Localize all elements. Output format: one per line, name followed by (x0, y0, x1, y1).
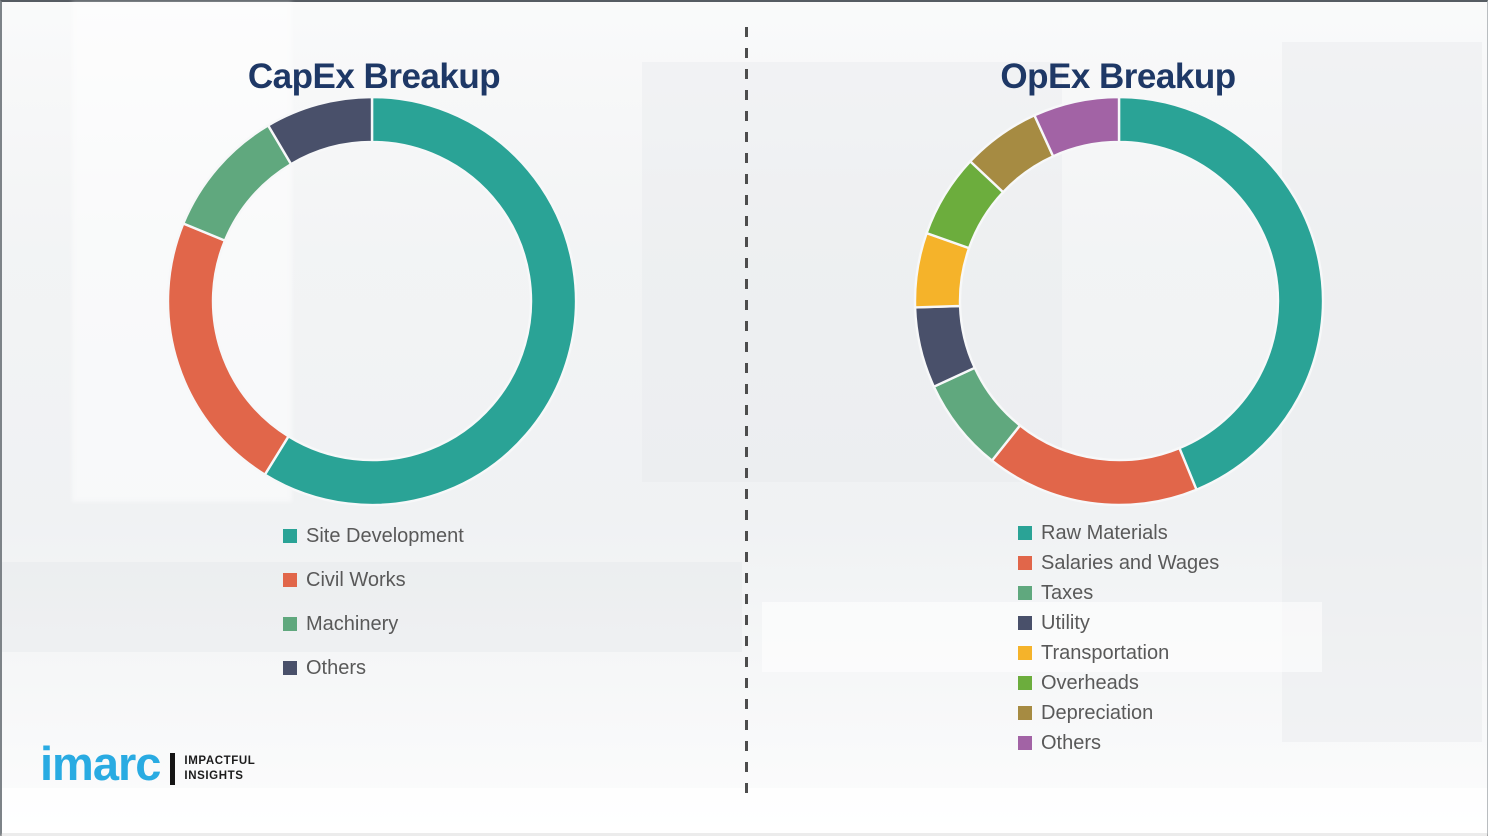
donut-segment-salaries-and-wages (990, 423, 1199, 507)
legend-label: Overheads (1041, 671, 1139, 694)
donut-segment-site-development (263, 95, 578, 507)
donut-segment-civil-works (166, 221, 291, 477)
capex-donut-chart (166, 95, 578, 507)
legend-item: Civil Works (283, 558, 464, 602)
legend-label: Others (1041, 731, 1102, 754)
legend-label: Site Development (306, 524, 464, 547)
legend-item: Salaries and Wages (1018, 548, 1219, 578)
legend-item: Raw Materials (1018, 518, 1219, 548)
legend-item: Transportation (1018, 638, 1219, 668)
donut-segment-raw-materials (1117, 95, 1325, 492)
legend-label: Raw Materials (1041, 521, 1168, 544)
legend-swatch (1018, 556, 1032, 570)
legend-swatch (1018, 676, 1032, 690)
logo-tagline-line2: INSIGHTS (184, 769, 244, 782)
logo-divider-bar (170, 752, 176, 785)
legend-item: Depreciation (1018, 698, 1219, 728)
legend-swatch (1018, 616, 1032, 630)
legend-label: Civil Works (306, 568, 406, 591)
legend-swatch (1018, 586, 1032, 600)
legend-label: Transportation (1041, 641, 1170, 664)
capex-chart-title: CapEx Breakup (247, 57, 501, 97)
legend-swatch (283, 617, 297, 631)
opex-panel: OpEx Breakup (746, 2, 1488, 833)
legend-swatch (1018, 646, 1032, 660)
legend-swatch (1018, 706, 1032, 720)
logo-tagline-line1: IMPACTFUL (184, 755, 256, 768)
legend-item: Taxes (1018, 578, 1219, 608)
legend-swatch (1018, 736, 1032, 750)
donut-segment-others (266, 95, 374, 166)
imarc-logo-wordmark: imarc (40, 737, 161, 790)
legend-item: Machinery (283, 602, 464, 646)
imarc-logo: imarc IMPACTFUL INSIGHTS (40, 740, 255, 787)
capex-panel: CapEx Breakup (2, 2, 746, 833)
opex-legend: Raw Materials Salaries and Wages Taxes Util… (1018, 518, 1219, 758)
logo-tagline: IMPACTFUL INSIGHTS (184, 754, 255, 783)
legend-label: Depreciation (1041, 701, 1154, 724)
legend-label: Utility (1041, 611, 1090, 634)
legend-label: Taxes (1041, 581, 1094, 604)
donut-segment-machinery (181, 123, 293, 243)
legend-label: Salaries and Wages (1041, 551, 1220, 574)
legend-label: Others (306, 656, 367, 679)
legend-item: Utility (1018, 608, 1219, 638)
panel-divider-dashed-line (745, 27, 748, 793)
legend-item: Others (283, 646, 464, 690)
legend-swatch (283, 529, 297, 543)
legend-swatch (283, 573, 297, 587)
legend-swatch (1018, 526, 1032, 540)
opex-chart-title: OpEx Breakup (1000, 57, 1236, 97)
legend-swatch (283, 661, 297, 675)
legend-item: Site Development (283, 514, 464, 558)
legend-label: Machinery (306, 612, 399, 635)
legend-item: Others (1018, 728, 1219, 758)
opex-donut-chart (913, 95, 1325, 507)
donut-segment-others (1032, 95, 1121, 158)
legend-item: Overheads (1018, 668, 1219, 698)
capex-legend: Site Development Civil Works Machinery Othe… (283, 514, 464, 690)
